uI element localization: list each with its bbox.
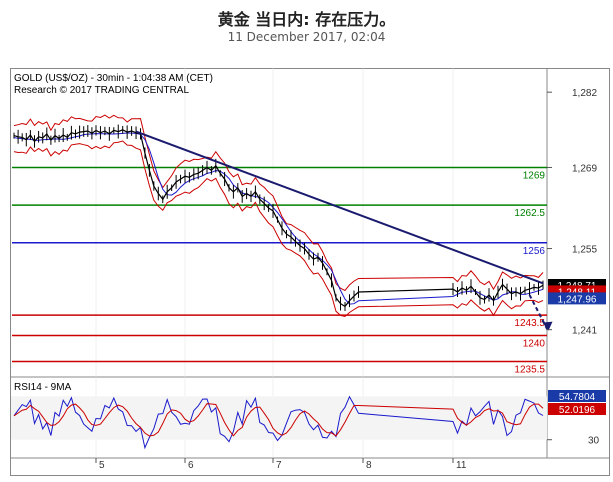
level-label: 1243.5 [514, 318, 545, 329]
price-badge [548, 292, 606, 305]
x-tick-label: 5 [99, 460, 105, 471]
rsi-badge-label: 52.0196 [559, 405, 596, 416]
x-tick-label: 7 [276, 460, 282, 471]
rsi-ma-line [13, 403, 544, 437]
price-axis: 1,282 1,269 1,255 1,241 [547, 88, 597, 337]
x-tick-label: 11 [456, 460, 467, 471]
rsi-panel: 30 54.7804 52.0196 [11, 390, 606, 450]
x-tick-label: 6 [188, 460, 194, 471]
rsi-badge [548, 403, 606, 415]
levels-layer: 1269 1262.5 1256 1243.5 1240 1235.5 [12, 166, 547, 376]
price-tick-label: 1,255 [572, 245, 597, 256]
bollinger-bands [13, 114, 544, 318]
rsi-label: RSI14 - 9MA [14, 382, 72, 393]
x-tick-label: 8 [366, 460, 372, 471]
level-label: 1256 [523, 246, 546, 257]
grid-layer [95, 68, 454, 458]
chart-header-line2: Research © 2017 TRADING CENTRAL [14, 85, 189, 96]
bollinger-upper [13, 114, 544, 292]
level-label: 1269 [523, 170, 546, 181]
level-label: 1240 [523, 338, 546, 349]
page-header: 黄金 当日内: 存在压力。 11 December 2017, 02:04 [0, 0, 613, 54]
price-badges: 1,248.711,248.111,247.96 [548, 279, 606, 305]
moving-average [13, 132, 544, 305]
price-badge-label: 1,247.96 [558, 294, 597, 305]
price-tick-label: 1,282 [572, 88, 597, 99]
level-label: 1262.5 [514, 208, 545, 219]
page-subtitle: 11 December 2017, 02:04 [227, 30, 386, 44]
projection-arrow-head [542, 321, 553, 331]
price-tick-label: 1,269 [572, 163, 597, 174]
rsi-line [13, 395, 544, 450]
rsi-tick-label: 30 [588, 436, 600, 447]
resistance-trendline [135, 130, 544, 285]
level-label: 1235.5 [514, 365, 545, 376]
chart-header-line1: GOLD (US$/OZ) - 30min - 1:04:38 AM (CET) [14, 73, 213, 84]
gold-chart: 1269 1262.5 1256 1243.5 1240 1235.5 1,282 1,26… [10, 68, 610, 476]
trendline-layer [135, 130, 553, 331]
price-tick-label: 1,241 [572, 326, 597, 337]
chart-frame: 1269 1262.5 1256 1243.5 1240 1235.5 1,282 1,26… [10, 68, 610, 476]
bollinger-lower [13, 140, 544, 318]
time-axis: 5 6 7 8 11 [95, 458, 467, 471]
rsi-badge [548, 390, 606, 402]
rsi-badge-label: 54.7804 [559, 392, 596, 403]
page-title: 黄金 当日内: 存在压力。 [217, 10, 396, 29]
